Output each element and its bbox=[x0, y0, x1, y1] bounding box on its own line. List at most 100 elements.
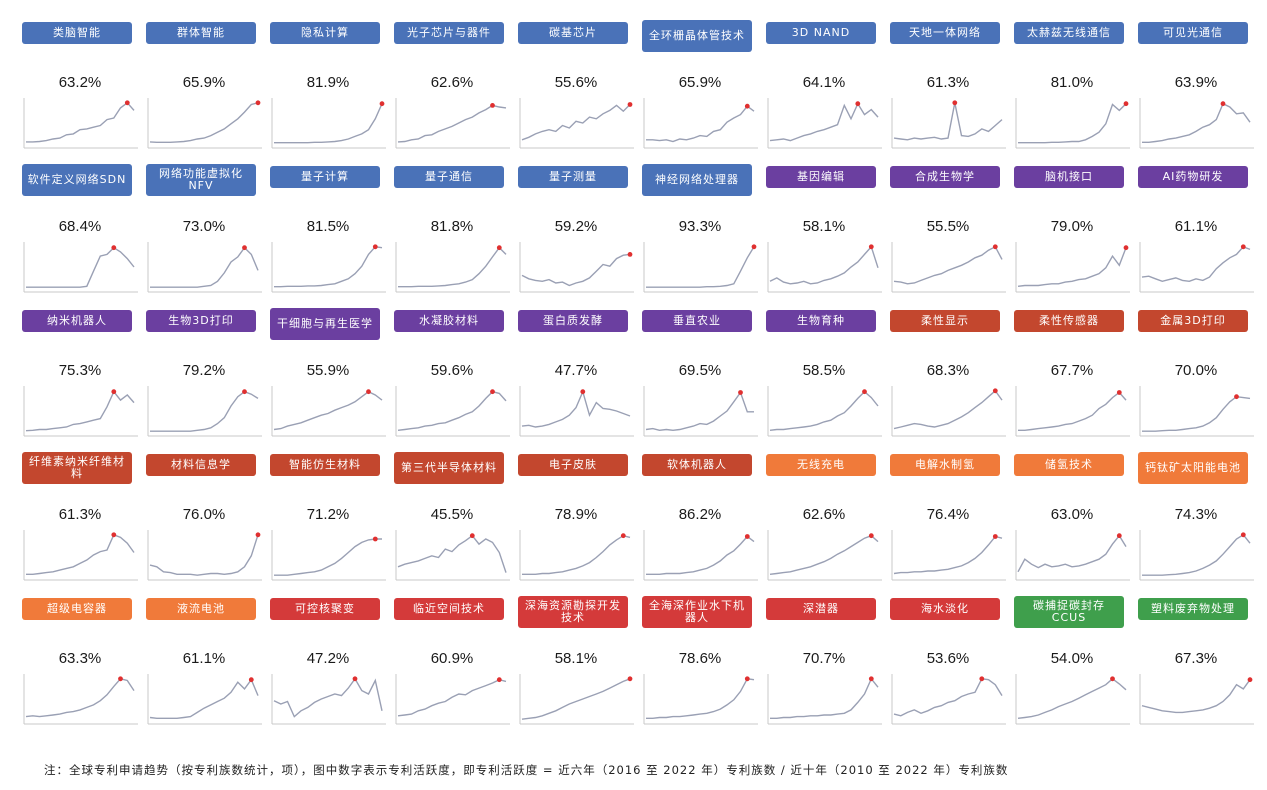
activity-percent: 70.0% bbox=[1174, 362, 1218, 379]
chart-panel: 类脑智能 63.2% bbox=[18, 20, 142, 164]
activity-percent: 61.1% bbox=[182, 650, 226, 667]
chart-panel: 深潜器 70.7% bbox=[762, 596, 886, 740]
sparkline-chart bbox=[519, 674, 634, 725]
chart-title: 3D NAND bbox=[766, 22, 876, 44]
chart-panel: 储氢技术 63.0% bbox=[1010, 452, 1134, 596]
activity-percent: 93.3% bbox=[678, 218, 722, 235]
peak-point bbox=[255, 100, 261, 106]
chart-panel: 液流电池 61.1% bbox=[142, 596, 266, 740]
chart-panel: 柔性传感器 67.7% bbox=[1010, 308, 1134, 452]
activity-percent: 76.4% bbox=[926, 506, 970, 523]
sparkline-chart bbox=[23, 530, 138, 581]
chart-title: 干细胞与再生医学 bbox=[270, 308, 380, 340]
chart-title: 神经网络处理器 bbox=[642, 164, 752, 196]
chart-title: 量子计算 bbox=[270, 166, 380, 188]
sparkline-chart bbox=[23, 98, 138, 149]
chart-panel: 全海深作业水下机器人 78.6% bbox=[638, 596, 762, 740]
footnote: 注：全球专利申请趋势（按专利族数统计，项），图中数字表示专利活跃度，即专利活跃度… bbox=[44, 763, 1009, 777]
peak-point bbox=[855, 101, 861, 107]
chart-panel: 钙钛矿太阳能电池 74.3% bbox=[1134, 452, 1258, 596]
chart-panel: 天地一体网络 61.3% bbox=[886, 20, 1010, 164]
chart-panel: 量子测量 59.2% bbox=[514, 164, 638, 308]
peak-point bbox=[469, 533, 475, 539]
peak-point bbox=[124, 100, 130, 106]
activity-percent: 65.9% bbox=[182, 74, 226, 91]
trend-line bbox=[1017, 534, 1127, 573]
trend-line bbox=[273, 390, 383, 431]
peak-point bbox=[496, 677, 502, 683]
peak-point bbox=[242, 245, 247, 251]
activity-percent: 79.0% bbox=[1050, 218, 1094, 235]
activity-percent: 63.9% bbox=[1174, 74, 1218, 91]
chart-panel: 网络功能虚拟化NFV 73.0% bbox=[142, 164, 266, 308]
chart-title: 光子芯片与器件 bbox=[394, 22, 504, 44]
trend-line bbox=[25, 678, 135, 718]
peak-point bbox=[744, 534, 750, 539]
activity-percent: 74.3% bbox=[1174, 506, 1218, 523]
sparkline-chart bbox=[23, 242, 138, 293]
chart-title: 海水淡化 bbox=[890, 598, 1000, 620]
chart-title: 水凝胶材料 bbox=[394, 310, 504, 332]
sparkline-chart bbox=[1015, 674, 1130, 725]
trend-line bbox=[1017, 677, 1127, 719]
sparkline-chart bbox=[767, 98, 882, 149]
activity-percent: 63.2% bbox=[58, 74, 102, 91]
activity-percent: 68.4% bbox=[58, 218, 102, 235]
peak-point bbox=[1116, 533, 1122, 539]
peak-point bbox=[242, 389, 247, 395]
activity-percent: 58.1% bbox=[802, 218, 846, 235]
trend-line bbox=[1141, 245, 1251, 283]
trend-line bbox=[26, 101, 135, 143]
peak-point bbox=[255, 532, 261, 538]
sparkline-chart bbox=[767, 530, 882, 581]
peak-point bbox=[352, 676, 358, 682]
chart-title: 类脑智能 bbox=[22, 22, 132, 44]
chart-panel: 碳基芯片 55.6% bbox=[514, 20, 638, 164]
trend-line bbox=[769, 390, 879, 431]
chart-panel: 柔性显示 68.3% bbox=[886, 308, 1010, 452]
trend-line bbox=[521, 253, 631, 287]
peak-point bbox=[496, 245, 502, 251]
sparkline-chart bbox=[147, 530, 262, 581]
chart-panel: 电解水制氢 76.4% bbox=[886, 452, 1010, 596]
sparkline-chart bbox=[147, 674, 262, 725]
activity-percent: 62.6% bbox=[802, 506, 846, 523]
trend-line bbox=[769, 102, 879, 142]
peak-point bbox=[627, 102, 633, 107]
trend-line bbox=[150, 390, 259, 432]
activity-percent: 65.9% bbox=[678, 74, 722, 91]
chart-title: 临近空间技术 bbox=[394, 598, 504, 620]
chart-panel: 电子皮肤 78.9% bbox=[514, 452, 638, 596]
sparkline-chart bbox=[891, 242, 1006, 293]
sparkline-chart bbox=[519, 242, 634, 293]
trend-line bbox=[893, 245, 1003, 285]
chart-title: 生物3D打印 bbox=[146, 310, 256, 332]
chart-panel: 材料信息学 76.0% bbox=[142, 452, 266, 596]
chart-panel: 蛋白质发酵 47.7% bbox=[514, 308, 638, 452]
chart-title: 太赫兹无线通信 bbox=[1014, 22, 1124, 44]
sparkline-chart bbox=[271, 242, 386, 293]
trend-line bbox=[1142, 395, 1251, 432]
chart-title: 量子通信 bbox=[394, 166, 504, 188]
sparkline-chart bbox=[271, 530, 386, 581]
peak-point bbox=[1220, 101, 1226, 107]
chart-panel: 超级电容器 63.3% bbox=[18, 596, 142, 740]
activity-percent: 78.6% bbox=[678, 650, 722, 667]
activity-percent: 58.5% bbox=[802, 362, 846, 379]
sparkline-chart bbox=[519, 530, 634, 581]
activity-percent: 61.1% bbox=[1174, 218, 1218, 235]
activity-percent: 59.6% bbox=[430, 362, 474, 379]
peak-point bbox=[992, 534, 998, 539]
trend-line bbox=[1141, 679, 1251, 714]
activity-percent: 81.0% bbox=[1050, 74, 1094, 91]
sparkline-chart bbox=[271, 674, 386, 725]
chart-title: 量子测量 bbox=[518, 166, 628, 188]
chart-title: 柔性传感器 bbox=[1014, 310, 1124, 332]
peak-point bbox=[1240, 532, 1246, 538]
peak-point bbox=[868, 533, 874, 539]
sparkline-chart bbox=[395, 674, 510, 725]
trend-line bbox=[25, 390, 135, 432]
peak-point bbox=[366, 389, 371, 395]
chart-title: 柔性显示 bbox=[890, 310, 1000, 332]
chart-panel: 隐私计算 81.9% bbox=[266, 20, 390, 164]
